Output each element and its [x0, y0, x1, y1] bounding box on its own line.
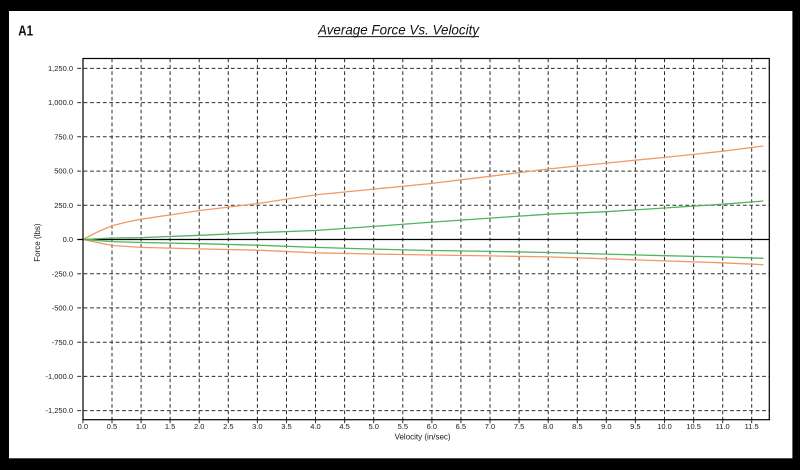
svg-text:8.5: 8.5: [572, 422, 582, 431]
svg-text:4.0: 4.0: [310, 422, 320, 431]
svg-text:1,250.0: 1,250.0: [48, 64, 73, 73]
svg-text:6.5: 6.5: [456, 422, 466, 431]
svg-text:Force (lbs): Force (lbs): [33, 223, 42, 262]
svg-text:11.5: 11.5: [745, 422, 759, 431]
svg-text:250.0: 250.0: [54, 201, 73, 210]
svg-text:7.0: 7.0: [485, 422, 495, 431]
svg-text:5.0: 5.0: [368, 422, 378, 431]
svg-text:5.5: 5.5: [398, 422, 408, 431]
svg-text:3.0: 3.0: [252, 422, 262, 431]
svg-text:-1,000.0: -1,000.0: [45, 372, 73, 381]
svg-text:500.0: 500.0: [54, 167, 73, 176]
svg-text:2.5: 2.5: [223, 422, 233, 431]
svg-text:7.5: 7.5: [514, 422, 524, 431]
svg-text:11.0: 11.0: [716, 422, 730, 431]
svg-text:Velocity (in/sec): Velocity (in/sec): [395, 432, 451, 441]
svg-text:A1: A1: [18, 22, 33, 39]
svg-text:3.5: 3.5: [281, 422, 291, 431]
svg-text:9.5: 9.5: [630, 422, 640, 431]
svg-text:1.5: 1.5: [165, 422, 175, 431]
svg-text:8.0: 8.0: [543, 422, 553, 431]
svg-text:1,000.0: 1,000.0: [48, 98, 73, 107]
svg-text:-500.0: -500.0: [52, 304, 73, 313]
svg-text:750.0: 750.0: [54, 132, 73, 141]
svg-text:-250.0: -250.0: [52, 269, 73, 278]
svg-text:-750.0: -750.0: [52, 338, 73, 347]
svg-text:10.5: 10.5: [686, 422, 701, 431]
svg-text:4.5: 4.5: [339, 422, 349, 431]
svg-text:0.0: 0.0: [63, 235, 73, 244]
svg-text:Average Force Vs. Velocity: Average Force Vs. Velocity: [317, 21, 480, 37]
svg-text:0.5: 0.5: [107, 422, 117, 431]
svg-text:2.0: 2.0: [194, 422, 204, 431]
svg-text:-1,250.0: -1,250.0: [45, 406, 73, 415]
svg-text:1.0: 1.0: [136, 422, 146, 431]
svg-text:10.0: 10.0: [657, 422, 672, 431]
svg-text:0.0: 0.0: [78, 422, 88, 431]
svg-text:6.0: 6.0: [427, 422, 437, 431]
svg-text:9.0: 9.0: [601, 422, 611, 431]
